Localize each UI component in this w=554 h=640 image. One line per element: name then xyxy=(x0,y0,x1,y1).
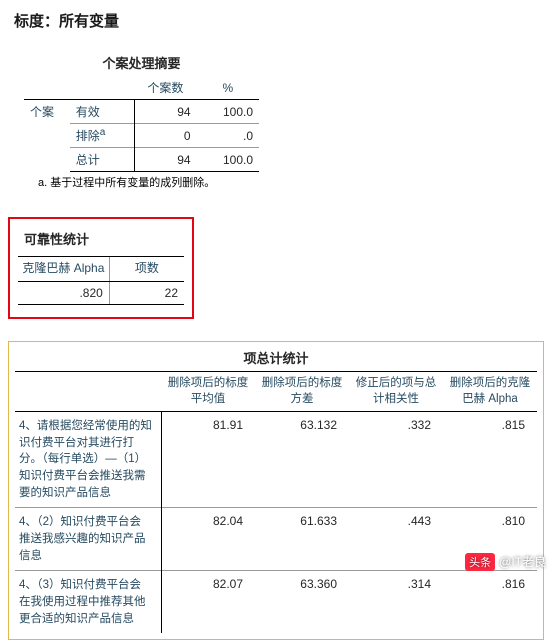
item-total-title: 项总计统计 xyxy=(15,348,537,367)
case-summary-note: a. 基于过程中所有变量的成列删除。 xyxy=(38,176,218,191)
page-title: 标度：所有变量 xyxy=(14,10,542,31)
q1-mean: 81.91 xyxy=(161,412,255,508)
q3-text: 4、（3）知识付费平台会在我使用过程中推荐其他更合适的知识产品信息 xyxy=(15,571,161,634)
row-excluded-pct: .0 xyxy=(197,124,259,148)
row-total-label: 总计 xyxy=(70,148,134,172)
reliability-title: 可靠性统计 xyxy=(24,229,184,248)
reliability-box: 可靠性统计 克隆巴赫 Alpha 项数 .820 22 xyxy=(8,217,194,319)
case-summary-block: 个案处理摘要 个案数 % 个案 有效 94 100.0 排除a 0 .0 xyxy=(24,53,259,191)
case-summary-title: 个案处理摘要 xyxy=(24,53,259,72)
reliability-table: 克隆巴赫 Alpha 项数 .820 22 xyxy=(18,256,184,305)
row-excluded-label: 排除a xyxy=(70,124,134,148)
row-valid-label: 有效 xyxy=(70,100,134,124)
row-total-pct: 100.0 xyxy=(197,148,259,172)
q1-text: 4、请根据您经常使用的知识付费平台对其进行打分。（每行单选）—（1）知识付费平台… xyxy=(15,412,161,508)
col-mean: 删除项后的标度平均值 xyxy=(161,371,255,411)
q2-alpha: .810 xyxy=(443,508,537,571)
q2-mean: 82.04 xyxy=(161,508,255,571)
table-row: 4、（2）知识付费平台会推送我感兴趣的知识产品信息 82.04 61.633 .… xyxy=(15,508,537,571)
q3-alpha: .816 xyxy=(443,571,537,634)
q3-var: 63.360 xyxy=(255,571,349,634)
q3-corr: .314 xyxy=(349,571,443,634)
table-row: 4、请根据您经常使用的知识付费平台对其进行打分。（每行单选）—（1）知识付费平台… xyxy=(15,412,537,508)
q2-text: 4、（2）知识付费平台会推送我感兴趣的知识产品信息 xyxy=(15,508,161,571)
row-valid-n: 94 xyxy=(134,100,196,124)
q1-alpha: .815 xyxy=(443,412,537,508)
item-total-table: 删除项后的标度平均值 删除项后的标度方差 修正后的项与总计相关性 删除项后的克隆… xyxy=(15,371,537,633)
col-alpha: 删除项后的克隆巴赫 Alpha xyxy=(443,371,537,411)
col-count: 个案数 xyxy=(134,76,196,100)
row-valid-pct: 100.0 xyxy=(197,100,259,124)
q2-corr: .443 xyxy=(349,508,443,571)
case-summary-table: 个案数 % 个案 有效 94 100.0 排除a 0 .0 总计 94 100.… xyxy=(24,76,259,172)
reliability-col-items: 项数 xyxy=(109,257,184,282)
reliability-items: 22 xyxy=(109,281,184,304)
reliability-col-alpha: 克隆巴赫 Alpha xyxy=(18,257,109,282)
row-excluded-n: 0 xyxy=(134,124,196,148)
col-corr: 修正后的项与总计相关性 xyxy=(349,371,443,411)
col-pct: % xyxy=(197,76,259,100)
q2-var: 61.633 xyxy=(255,508,349,571)
col-var: 删除项后的标度方差 xyxy=(255,371,349,411)
q1-corr: .332 xyxy=(349,412,443,508)
q1-var: 63.132 xyxy=(255,412,349,508)
item-total-block: 项总计统计 删除项后的标度平均值 删除项后的标度方差 修正后的项与总计相关性 删… xyxy=(8,341,544,640)
rowgroup-label: 个案 xyxy=(24,100,70,172)
table-row: 4、（3）知识付费平台会在我使用过程中推荐其他更合适的知识产品信息 82.07 … xyxy=(15,571,537,634)
row-total-n: 94 xyxy=(134,148,196,172)
reliability-alpha: .820 xyxy=(18,281,109,304)
q3-mean: 82.07 xyxy=(161,571,255,634)
